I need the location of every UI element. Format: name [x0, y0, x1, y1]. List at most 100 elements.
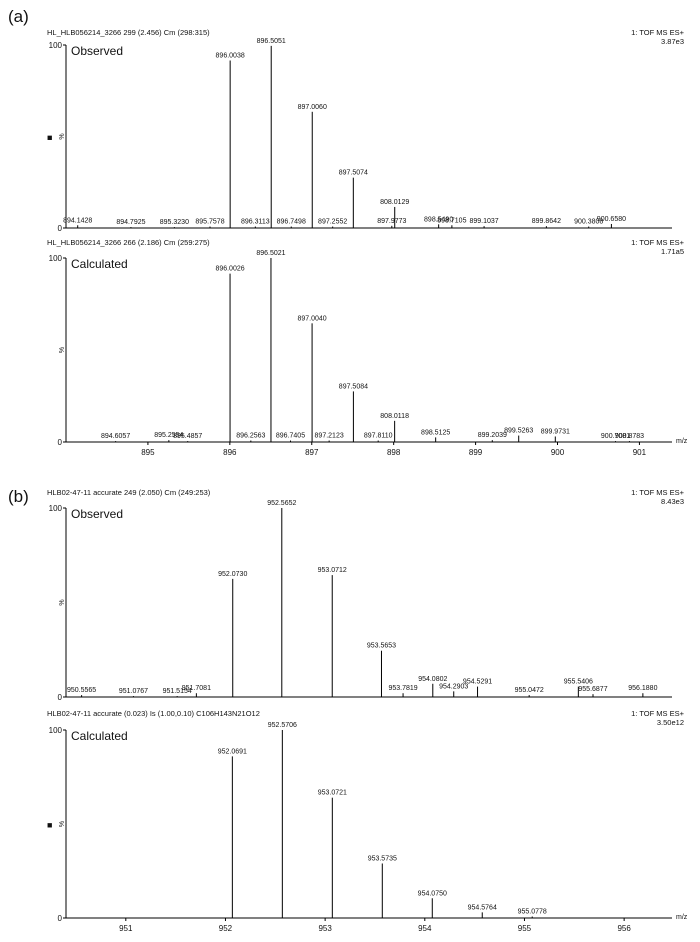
peak-label: 900.3808 [574, 219, 603, 226]
instrument-mode: 1: TOF MS ES+ [631, 238, 684, 247]
spectrum-4: HLB02-47-11 accurate (0.023) Is (1.00,0.… [47, 709, 688, 933]
peak-label: 896.3113 [241, 219, 270, 226]
peak-label: 895.7578 [195, 219, 224, 226]
spectrum-header: HLB02-47-11 accurate (0.023) Is (1.00,0.… [47, 709, 260, 718]
panel-label-a: (a) [8, 7, 29, 26]
x-tick-label: 899 [469, 448, 483, 457]
spectrum-1: HL_HLB056214_3266 299 (2.456) Cm (298:31… [47, 28, 685, 233]
x-tick-label: 900 [551, 448, 565, 457]
y-axis-label: % [59, 599, 66, 605]
y-zero-label: 0 [58, 224, 63, 233]
peak-label: 951.7081 [182, 685, 211, 692]
peak-label: 896.5051 [257, 38, 286, 45]
peak-label: 953.0712 [318, 567, 347, 574]
peak-label: 955.0472 [515, 687, 544, 694]
peak-label: 899.8642 [532, 218, 561, 225]
spectrum-header: HL_HLB056214_3266 266 (2.186) Cm (259:27… [47, 238, 210, 247]
y-top-label: 100 [49, 41, 63, 50]
y-zero-label: 0 [58, 914, 63, 923]
spectrum-title: Calculated [71, 729, 128, 743]
peak-label: 953.0721 [318, 790, 347, 797]
instrument-mode: 1: TOF MS ES+ [631, 28, 684, 37]
peak-label: 897.2123 [315, 433, 344, 440]
peak-label: 950.5565 [67, 687, 96, 694]
y-zero-label: 0 [58, 438, 63, 447]
peak-label: 954.5764 [468, 904, 497, 911]
legend-marker: ■ [47, 820, 52, 830]
peak-label: 955.5406 [564, 679, 593, 686]
peak-label: 953.5653 [367, 643, 396, 650]
y-axis-label: % [59, 347, 66, 353]
peak-label: 895.4857 [173, 433, 202, 440]
y-axis-label: % [59, 133, 66, 139]
peak-label: 895.3230 [160, 219, 189, 226]
peak-label: 954.0750 [418, 890, 447, 897]
peak-label: 900.8783 [615, 433, 644, 440]
peak-label: 899.1037 [469, 218, 498, 225]
y-axis-label: % [59, 821, 66, 827]
peak-label: 898.5125 [421, 429, 450, 436]
y-top-label: 100 [49, 254, 63, 263]
y-zero-label: 0 [58, 693, 63, 702]
peak-label: 899.9731 [541, 428, 570, 435]
peak-label: 954.2903 [439, 683, 468, 690]
peak-label: 894.6057 [101, 433, 130, 440]
peak-label: 808.0118 [380, 413, 409, 420]
peak-label: 900.6580 [597, 216, 626, 223]
spectrum-header: HL_HLB056214_3266 299 (2.456) Cm (298:31… [47, 28, 210, 37]
intensity-value: 8.43e3 [661, 497, 684, 506]
peak-label: 896.2563 [236, 433, 265, 440]
x-tick-label: 956 [617, 924, 631, 933]
x-tick-label: 898 [387, 448, 401, 457]
peak-label: 897.2552 [318, 219, 347, 226]
peak-label: 953.7819 [388, 685, 417, 692]
instrument-mode: 1: TOF MS ES+ [631, 488, 684, 497]
x-tick-label: 954 [418, 924, 432, 933]
peak-label: 952.0691 [218, 748, 247, 755]
legend-marker: ■ [47, 133, 52, 143]
peak-label: 899.2039 [478, 432, 507, 439]
intensity-value: 1.71a5 [661, 247, 684, 256]
peak-label: 955.0778 [518, 908, 547, 915]
peak-label: 898.7105 [437, 217, 466, 224]
peak-label: 953.5735 [368, 855, 397, 862]
peak-label: 896.0038 [216, 53, 245, 60]
peak-label: 951.0767 [119, 688, 148, 695]
y-top-label: 100 [49, 726, 63, 735]
spectrum-title: Observed [71, 44, 123, 58]
intensity-value: 3.50e12 [657, 718, 684, 727]
x-tick-label: 895 [141, 448, 155, 457]
spectrum-2: HL_HLB056214_3266 266 (2.186) Cm (259:27… [47, 238, 688, 457]
peak-label: 897.5084 [339, 383, 368, 390]
x-axis-unit: m/z [676, 914, 688, 921]
peak-label: 897.0040 [297, 315, 326, 322]
y-top-label: 100 [49, 504, 63, 513]
x-tick-label: 952 [219, 924, 233, 933]
spectrum-title: Observed [71, 507, 123, 521]
peak-label: 894.7925 [116, 219, 145, 226]
x-axis-unit: m/z [676, 438, 688, 445]
peak-label: 897.9773 [377, 218, 406, 225]
intensity-value: 3.87e3 [661, 37, 684, 46]
spectrum-plots: HL_HLB056214_3266 299 (2.456) Cm (298:31… [47, 28, 688, 933]
peak-label: 952.5706 [268, 722, 297, 729]
spectrum-header: HLB02-47-11 accurate 249 (2.050) Cm (249… [47, 488, 211, 497]
instrument-mode: 1: TOF MS ES+ [631, 709, 684, 718]
peak-label: 898.5490 [424, 216, 453, 223]
spectrum-3: HLB02-47-11 accurate 249 (2.050) Cm (249… [47, 488, 685, 702]
x-tick-label: 955 [518, 924, 532, 933]
peak-label: 955.6877 [578, 686, 607, 693]
peak-label: 896.7498 [277, 219, 306, 226]
peak-label: 894.1428 [63, 217, 92, 224]
peak-label: 956.1880 [628, 685, 657, 692]
peak-label: 954.0802 [418, 676, 447, 683]
peak-label: 896.0026 [215, 266, 244, 273]
peak-label: 899.5263 [504, 428, 533, 435]
x-tick-label: 901 [633, 448, 647, 457]
peak-label: 951.5154 [163, 688, 192, 695]
peak-label: 954.5291 [463, 679, 492, 686]
peak-label: 808.0129 [380, 199, 409, 206]
peak-label: 895.2554 [154, 432, 183, 439]
x-tick-label: 897 [305, 448, 319, 457]
